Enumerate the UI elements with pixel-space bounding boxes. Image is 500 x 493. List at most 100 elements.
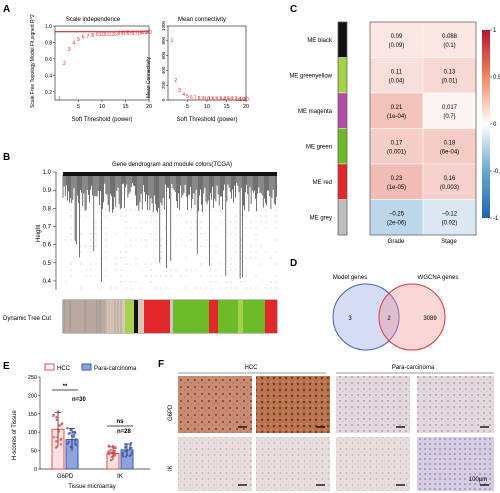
dendro-leaf [130,281,132,283]
e-dot [66,426,69,430]
dendro-leaf [195,269,197,271]
ihc-scale-label: 100μm [469,477,487,483]
dendro-leaf [155,239,157,241]
dendro-leaf [165,215,167,217]
conn-point: 5 [186,94,189,100]
dendro-leaf [125,233,127,235]
dendro-leaf [150,269,152,271]
panel-b: B Gene dendrogram and module colors(TCGA… [3,152,278,334]
dendro-leaf [120,257,122,259]
f-header-hcc: HCC [245,365,259,371]
dendro-leaf [210,221,212,223]
e-dot [107,445,111,448]
module-color-swatch [337,21,348,58]
dendro-leaf [85,245,87,247]
dendro-leaf [150,263,152,265]
dendro-leaf [225,257,227,259]
heatmap-cell-stage [422,57,477,94]
scale-point: 5 [77,37,80,43]
scale-title: Scale independence [66,17,121,23]
dendro-leaf [95,233,97,235]
dendro-leaf [260,215,262,217]
dendro-leaf [215,209,217,211]
conn-point: 13 [216,97,222,103]
color-scale-tick-label: -0.5 [493,169,500,175]
dendro-leaf [275,239,277,241]
dendro-leaf [155,245,157,247]
dendro-leaf [135,281,137,283]
dendro-leaf [270,281,272,283]
e-dot [110,455,114,459]
dendro-leaf [215,251,217,253]
dendro-leaf [265,287,267,289]
dendro-leaf [130,209,132,211]
dendro-leaf [215,269,217,271]
dendro-leaf [275,251,277,253]
dendro-leaf [190,233,192,235]
panel-letter-f: F [158,359,164,370]
dendro-leaf [200,221,202,223]
dendro-leaf [155,275,157,277]
heatmap-stage-value: 0.13 [444,69,456,75]
dendro-leaf [120,269,122,271]
venn-right-circle [378,283,446,351]
heatmap-grade-p: (1e-05) [387,185,406,191]
dendro-leaf [275,281,277,283]
dendro-leaf [155,287,157,289]
heatmap-cell-grade [369,199,424,236]
heatmap-stage-p: (0.003) [440,185,459,191]
dendro-leaf [80,287,82,289]
e-dot [66,442,69,445]
e-dot [109,451,113,455]
dendro-leaf [125,209,127,211]
dendro-leaf [115,233,117,235]
conn-x-tick-label: 10 [204,104,210,110]
dendro-leaf [105,239,107,241]
dendro-leaf [120,281,122,283]
dendro-leaf [215,245,217,247]
dendro-leaf [255,233,257,235]
e-y-tick-label: 150 [28,412,37,418]
module-color-segment [138,300,144,333]
dendro-leaf [90,263,92,265]
module-color-segment [209,300,218,333]
dendro-leaf [185,257,187,259]
dendro-leaf [80,263,82,265]
dendro-leaf [135,263,137,265]
heatmap-row-label: ME grey [310,215,332,221]
conn-x-tick-label: 5 [186,104,189,110]
e-dot [130,451,134,454]
scale-point: 14 [118,31,124,37]
dendro-leaf [225,245,227,247]
conn-point: 3 [178,88,181,94]
dendro-leaf [205,257,207,259]
dendro-leaf [70,233,72,235]
dendro-leaf [90,251,92,253]
dendro-leaf [130,227,132,229]
panel-c: C ME black 0.09 (0.09) 0.088 (0.1) ME greenye… [289,4,500,245]
dendro-leaf [275,263,277,265]
dendro-leaf [250,221,252,223]
e-dot [56,410,60,413]
dendro-leaf [145,221,147,223]
dendro-leaf [105,251,107,253]
dendro-leaf [170,275,172,277]
heatmap-grade-value: 0.11 [391,69,403,75]
e-dot [121,453,124,456]
e-dot [125,453,129,457]
dendro-leaf [130,239,132,241]
dendro-leaf [255,251,257,253]
e-ylabel: H-scores of Tissue [12,410,18,460]
dendro-leaf [255,227,257,229]
dendro-leaf [235,287,237,289]
module-color-segment [63,300,105,333]
dendro-leaf [255,257,257,259]
dendro-leaf [250,245,252,247]
conn-point: 16 [228,97,234,103]
dendro-leaf [140,287,142,289]
dendro-leaf [85,215,87,217]
e-dot [52,413,56,416]
heatmap-frame [369,21,477,236]
module-color-segment [173,300,209,333]
conn-point: 19 [239,97,245,103]
